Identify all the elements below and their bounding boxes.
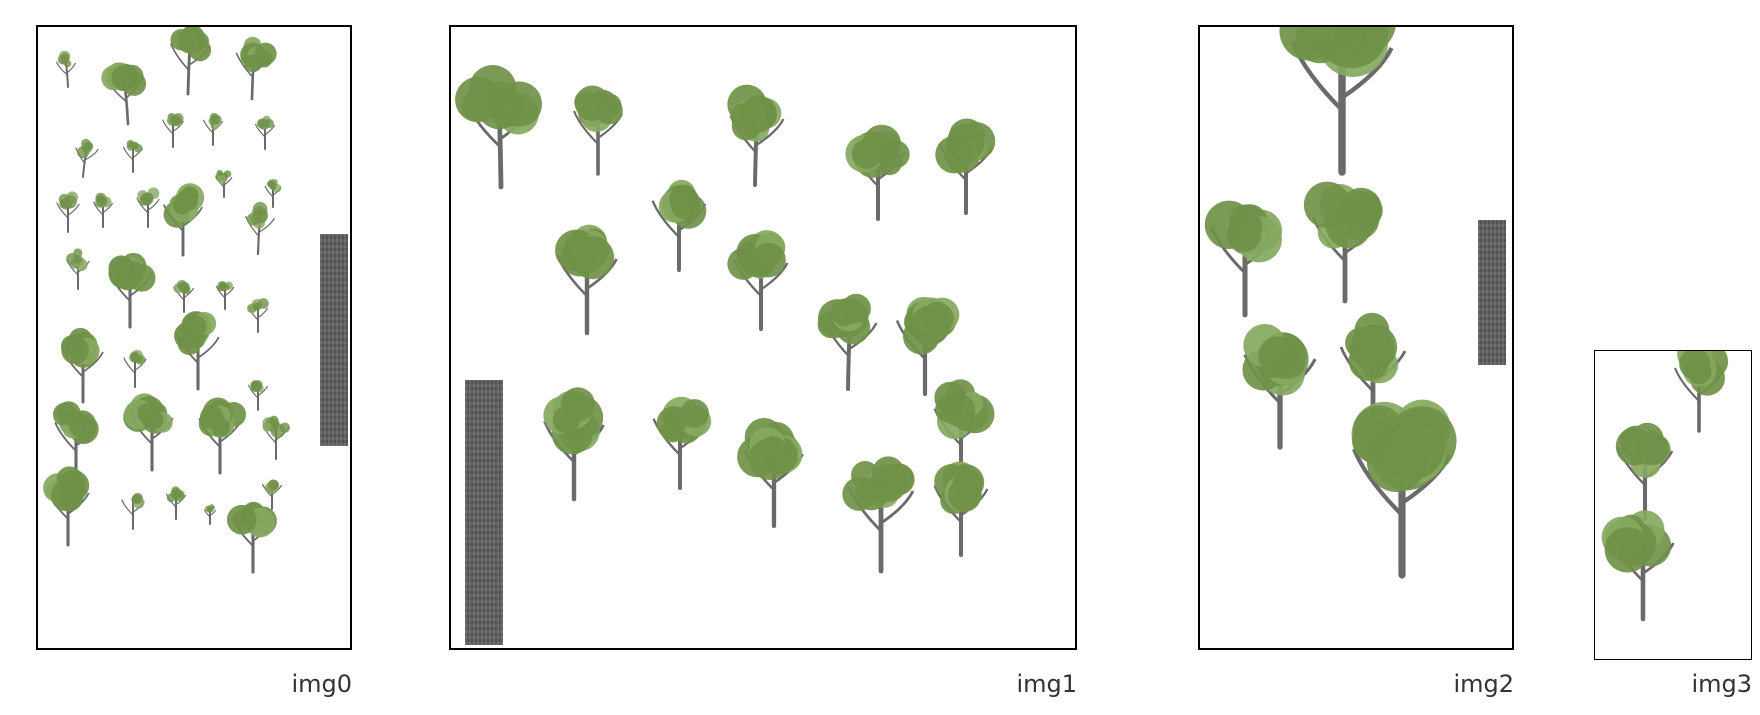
bark-texture-strip	[320, 234, 348, 446]
tree-sprite	[933, 379, 995, 480]
tree-sprite	[43, 466, 90, 547]
tree-sprite	[56, 191, 80, 233]
tree-sprite	[652, 396, 712, 490]
tree-sprite	[60, 327, 104, 404]
tree-sprite	[136, 187, 160, 228]
tree-sprite	[1351, 399, 1457, 579]
atlas-panel-img1	[449, 25, 1077, 650]
tree-sprite	[1204, 200, 1283, 318]
tree-sprite	[455, 65, 542, 190]
tree-sprites-img1	[455, 65, 996, 574]
tree-sprite	[247, 380, 269, 411]
tree-sprite	[262, 415, 291, 460]
tree-sprite	[123, 349, 147, 388]
tree-sprite	[727, 84, 785, 187]
tree-sprite	[1242, 323, 1317, 450]
tree-sprite	[123, 393, 174, 472]
tree-sprites-img2	[1204, 27, 1457, 579]
tree-sprites-img0	[43, 27, 291, 574]
tree-sprite	[215, 169, 233, 198]
caption-img0: img0	[291, 670, 352, 698]
tree-sprite	[122, 139, 144, 173]
tree-sprite	[842, 456, 915, 574]
caption-img3: img3	[1691, 670, 1752, 698]
tree-sprite	[264, 179, 282, 208]
tree-sprite	[174, 311, 220, 391]
tree-sprite	[817, 293, 878, 391]
tree-sprite	[935, 118, 996, 215]
tree-sprite	[203, 504, 217, 525]
caption-img1: img1	[1016, 670, 1077, 698]
tree-sprite	[92, 192, 114, 228]
tree-sprite	[845, 124, 910, 221]
tree-sprite	[245, 201, 275, 256]
tree-sprites-img3	[1601, 351, 1729, 622]
tree-sprite	[895, 296, 960, 397]
bark-texture-strip	[1478, 220, 1506, 365]
tree-sprite	[543, 387, 605, 502]
caption-img2: img2	[1453, 670, 1514, 698]
tree-sprite	[101, 62, 147, 126]
tree-sprite	[1674, 351, 1729, 433]
tree-sprite	[226, 501, 277, 574]
tree-sprite	[165, 486, 187, 520]
tree-sprite	[75, 138, 99, 178]
tree-sprite	[121, 492, 145, 530]
tree-sprite	[254, 115, 276, 150]
tree-sprite	[737, 418, 804, 529]
tree-sprite	[162, 112, 184, 148]
tree-sprite	[1615, 422, 1674, 522]
atlas-panel-img0	[36, 25, 352, 650]
atlas-panel-img3	[1594, 350, 1752, 660]
tree-sprite	[1279, 27, 1396, 176]
tree-sprite	[651, 179, 707, 272]
tree-sprite	[1601, 510, 1675, 622]
tree-sprite	[215, 281, 235, 310]
tree-sprite	[1303, 181, 1383, 304]
tree-sprite	[235, 36, 277, 101]
tree-sprite	[198, 397, 247, 475]
tree-sprite	[727, 230, 789, 331]
tree-sprite	[66, 248, 90, 290]
tree-sprite	[247, 298, 269, 333]
tree-sprite	[202, 112, 224, 146]
tree-sprite	[108, 252, 156, 329]
tree-sprite	[555, 224, 618, 336]
tree-sprite	[1339, 312, 1407, 434]
tree-sprite	[52, 401, 99, 479]
tree-sprite	[573, 85, 623, 176]
bark-texture-strip	[465, 380, 503, 645]
tree-sprite	[170, 27, 212, 96]
tree-sprite	[173, 279, 195, 313]
tree-sprite	[261, 479, 283, 510]
atlas-panel-img2	[1198, 25, 1514, 650]
tree-sprite	[933, 461, 989, 557]
tree-sprite	[55, 50, 77, 88]
tree-sprite	[163, 183, 205, 257]
